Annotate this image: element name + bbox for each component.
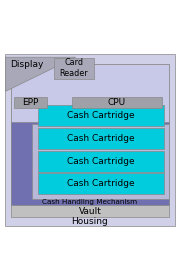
FancyBboxPatch shape [38,106,164,126]
Text: Cash Cartridge: Cash Cartridge [67,134,135,143]
Text: Display: Display [10,60,43,69]
FancyBboxPatch shape [14,97,47,108]
FancyBboxPatch shape [38,128,164,149]
Text: Cash Cartridge: Cash Cartridge [67,179,135,188]
Text: Cash Handling Mechanism: Cash Handling Mechanism [42,199,138,205]
FancyBboxPatch shape [54,58,94,79]
FancyBboxPatch shape [11,64,169,216]
Text: Cash Cartridge: Cash Cartridge [67,111,135,120]
Text: Cash Cartridge: Cash Cartridge [67,157,135,166]
FancyBboxPatch shape [5,53,175,225]
FancyBboxPatch shape [11,122,169,205]
FancyBboxPatch shape [11,64,169,128]
Text: Vault: Vault [78,207,102,216]
FancyBboxPatch shape [38,151,164,171]
Text: EPP: EPP [22,98,39,107]
Text: Card
Reader: Card Reader [59,59,88,78]
FancyBboxPatch shape [38,173,164,194]
Text: Housing: Housing [72,217,108,226]
FancyBboxPatch shape [32,124,169,199]
Text: CPU: CPU [108,98,126,107]
FancyBboxPatch shape [72,97,162,108]
Polygon shape [5,57,76,91]
